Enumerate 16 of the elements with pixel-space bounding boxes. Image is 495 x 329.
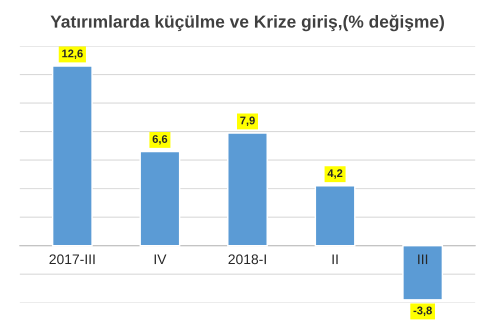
bar	[402, 244, 444, 301]
bar	[140, 150, 180, 246]
data-label: 6,6	[152, 135, 168, 145]
x-tick-label: III	[418, 254, 428, 264]
x-tick-label: IV	[154, 254, 166, 264]
data-label: 4,2	[328, 169, 342, 179]
x-tick-label: 2017-III	[50, 254, 95, 264]
x-tick-label: II	[332, 254, 338, 264]
data-label: -3,8	[414, 306, 432, 316]
bar	[227, 132, 268, 246]
bar	[52, 65, 93, 246]
data-label: 12,6	[62, 50, 83, 60]
bar	[314, 185, 356, 246]
x-tick-label: 2018-I	[228, 254, 266, 264]
chart-title: Yatırımlarda küçülme ve Krize giriş,(% değişme)	[50, 14, 444, 32]
data-label: 7,9	[240, 116, 255, 126]
